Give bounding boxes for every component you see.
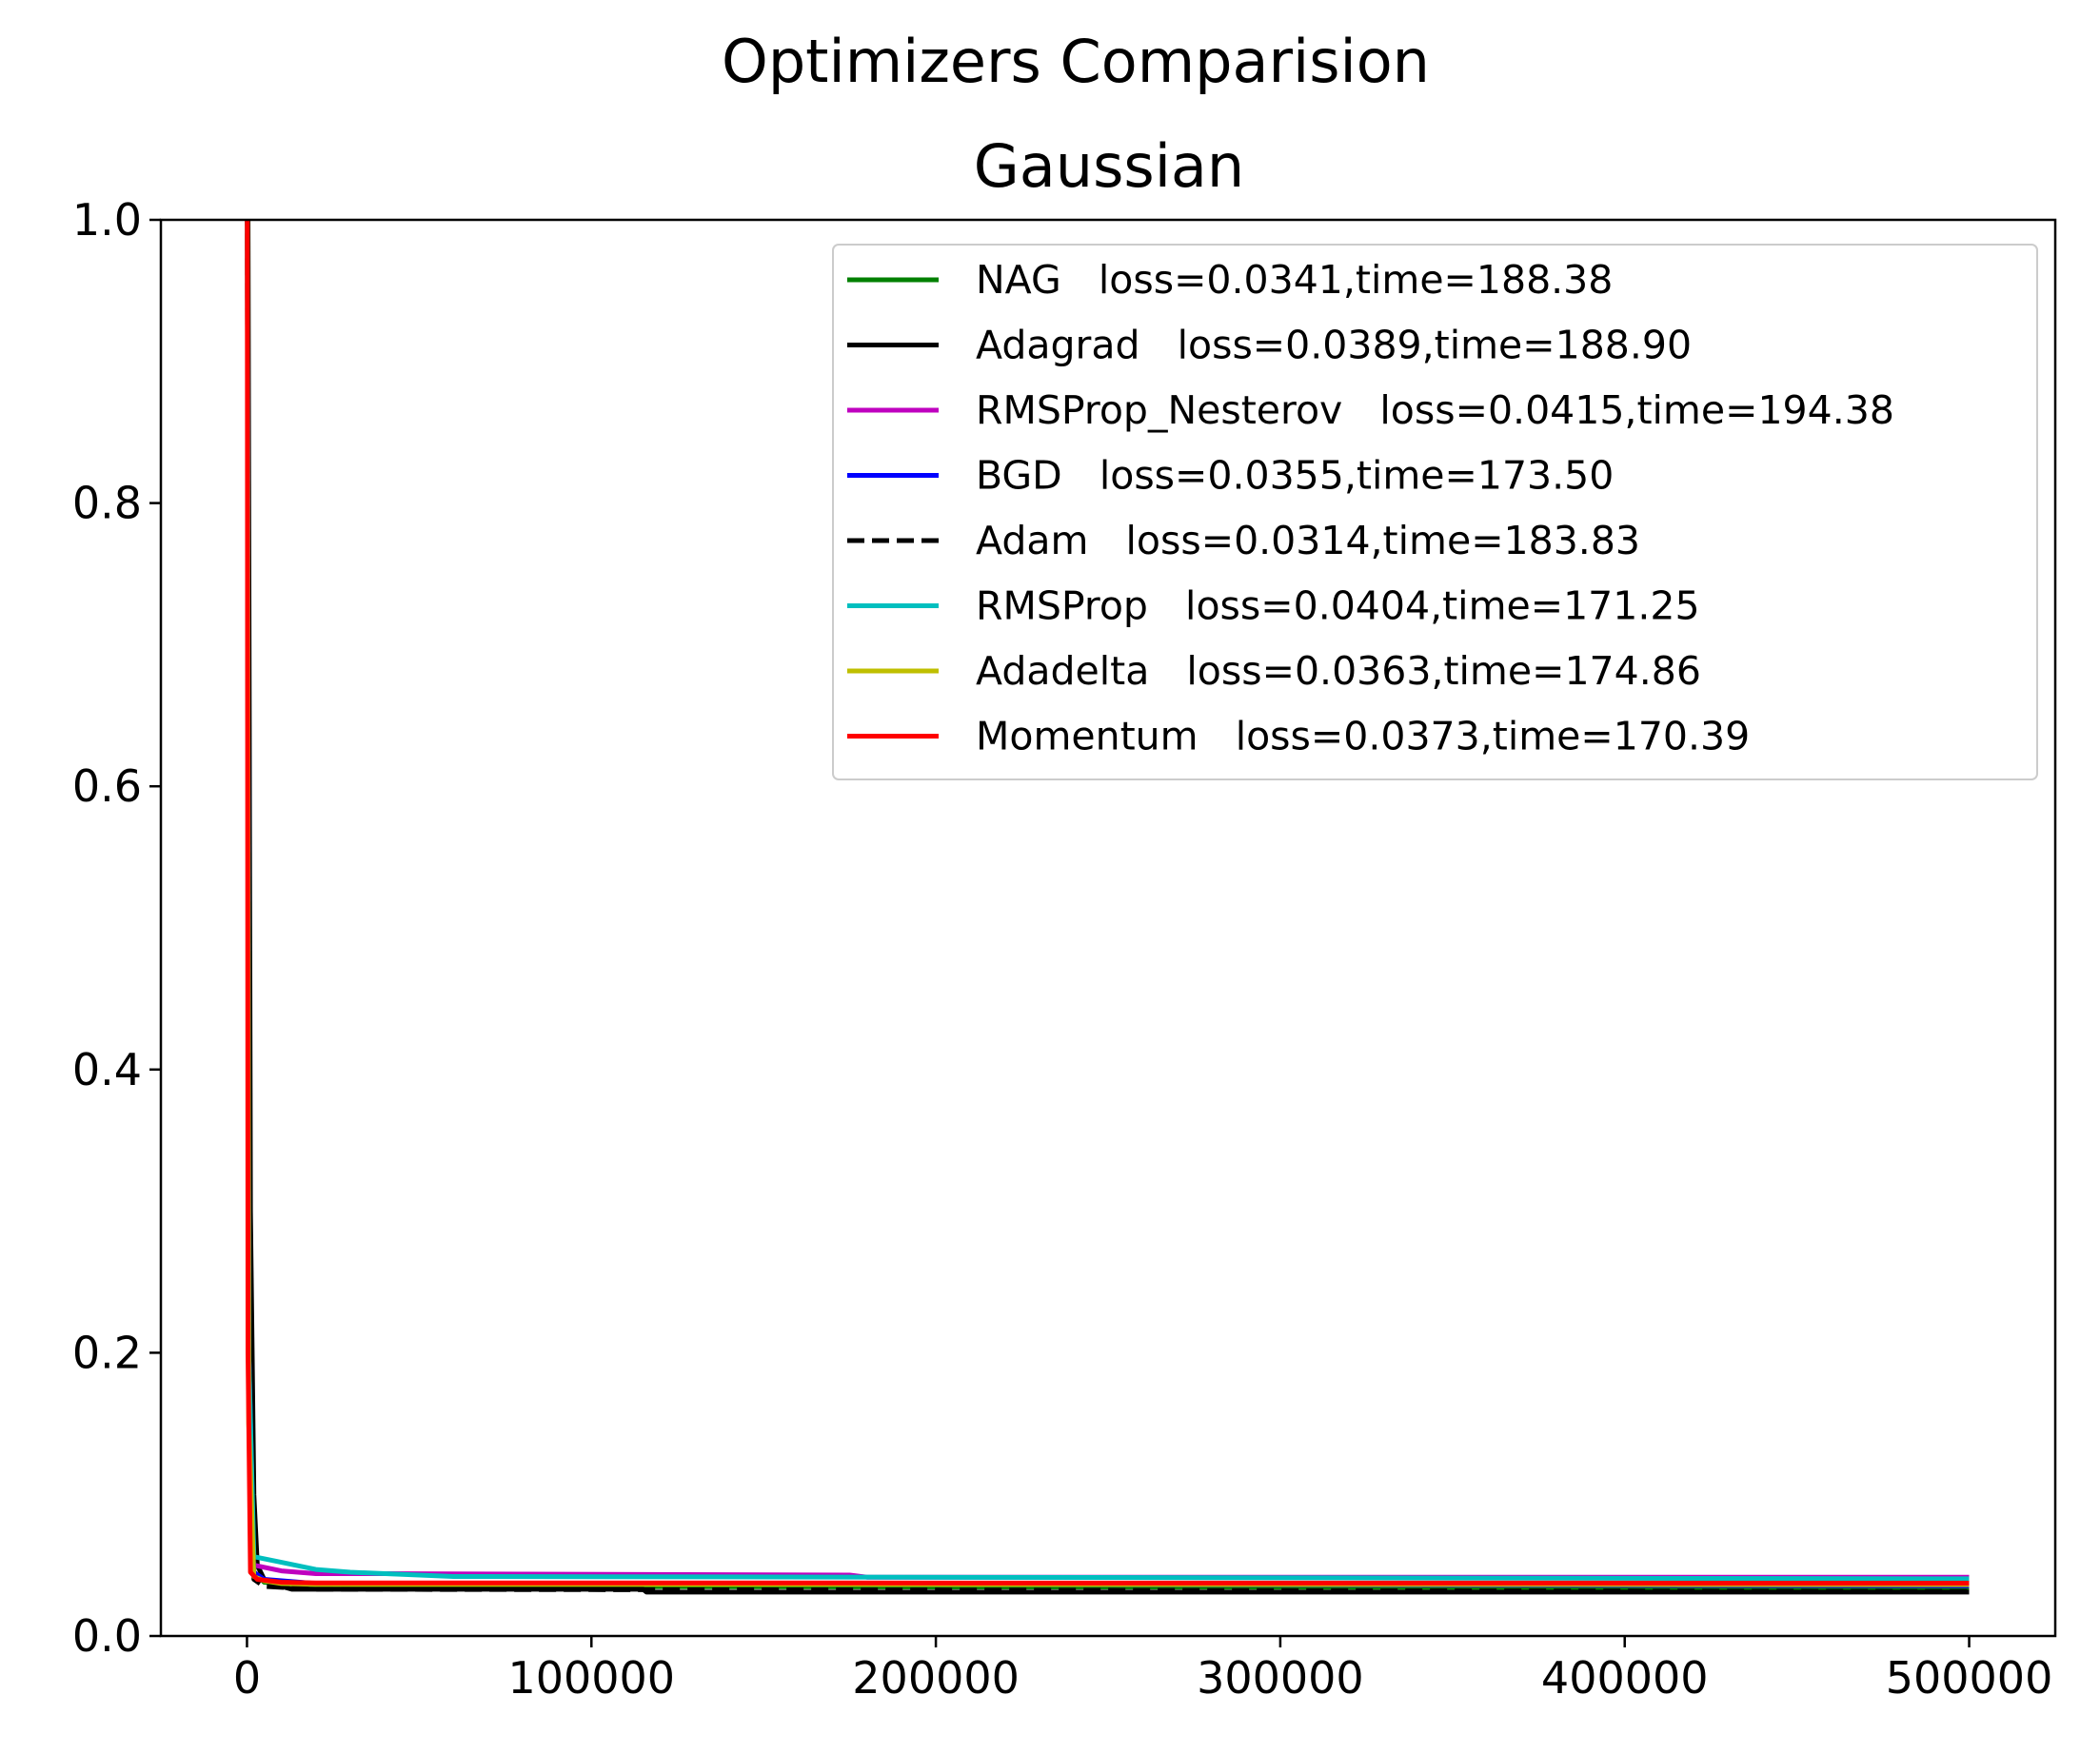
- y-tick-label: 0.6: [72, 760, 142, 812]
- legend-label-7: Momentum loss=0.0373,time=170.39: [976, 714, 1750, 759]
- legend-label-0: NAG loss=0.0341,time=188.38: [976, 257, 1613, 303]
- y-tick-label: 0.4: [72, 1044, 142, 1095]
- x-tick-label: 300000: [1197, 1652, 1364, 1704]
- legend: NAG loss=0.0341,time=188.38 Adagrad loss=…: [832, 244, 2038, 780]
- legend-box: [832, 244, 2038, 780]
- plot-frame: [159, 218, 2057, 1638]
- x-tick-label: 500000: [1886, 1652, 2053, 1704]
- legend-label-1: Adagrad loss=0.0389,time=188.90: [976, 323, 1692, 368]
- y-tick-label: 1.0: [72, 194, 142, 246]
- series-line-3: [245, 220, 1970, 1588]
- legend-label-2: RMSProp_Nesterov loss=0.0415,time=194.38: [976, 387, 1894, 433]
- y-tick-label: 0.0: [72, 1610, 142, 1662]
- series-line-7: [245, 220, 1970, 1586]
- series-line-2: [245, 220, 1970, 1580]
- series-line-4: [245, 220, 1970, 1594]
- series-lines: [245, 220, 1970, 1595]
- y-axis-ticks: 0.0 0.2 0.4 0.6 0.8 1.0: [72, 194, 161, 1662]
- legend-label-6: Adadelta loss=0.0363,time=174.86: [976, 648, 1701, 694]
- legend-label-5: RMSProp loss=0.0404,time=171.25: [976, 583, 1700, 629]
- series-line-5: [245, 220, 1970, 1582]
- y-tick-label: 0.8: [72, 478, 142, 529]
- legend-label-3: BGD loss=0.0355,time=173.50: [976, 453, 1614, 499]
- y-tick-label: 0.2: [72, 1327, 142, 1378]
- x-tick-label: 100000: [507, 1652, 675, 1704]
- x-tick-label: 0: [233, 1652, 261, 1704]
- series-line-6: [245, 220, 1970, 1587]
- chart-title: Optimizers Comparision: [722, 27, 1430, 96]
- series-line-1: [246, 220, 1970, 1595]
- x-tick-label: 400000: [1541, 1652, 1709, 1704]
- x-tick-label: 200000: [852, 1652, 1020, 1704]
- chart-subtitle: Gaussian: [974, 131, 1244, 201]
- series-line-0: [245, 220, 1970, 1590]
- legend-label-4: Adam loss=0.0314,time=183.83: [976, 518, 1640, 563]
- x-axis-ticks: 0 100000 200000 300000 400000 500000: [233, 1636, 2053, 1704]
